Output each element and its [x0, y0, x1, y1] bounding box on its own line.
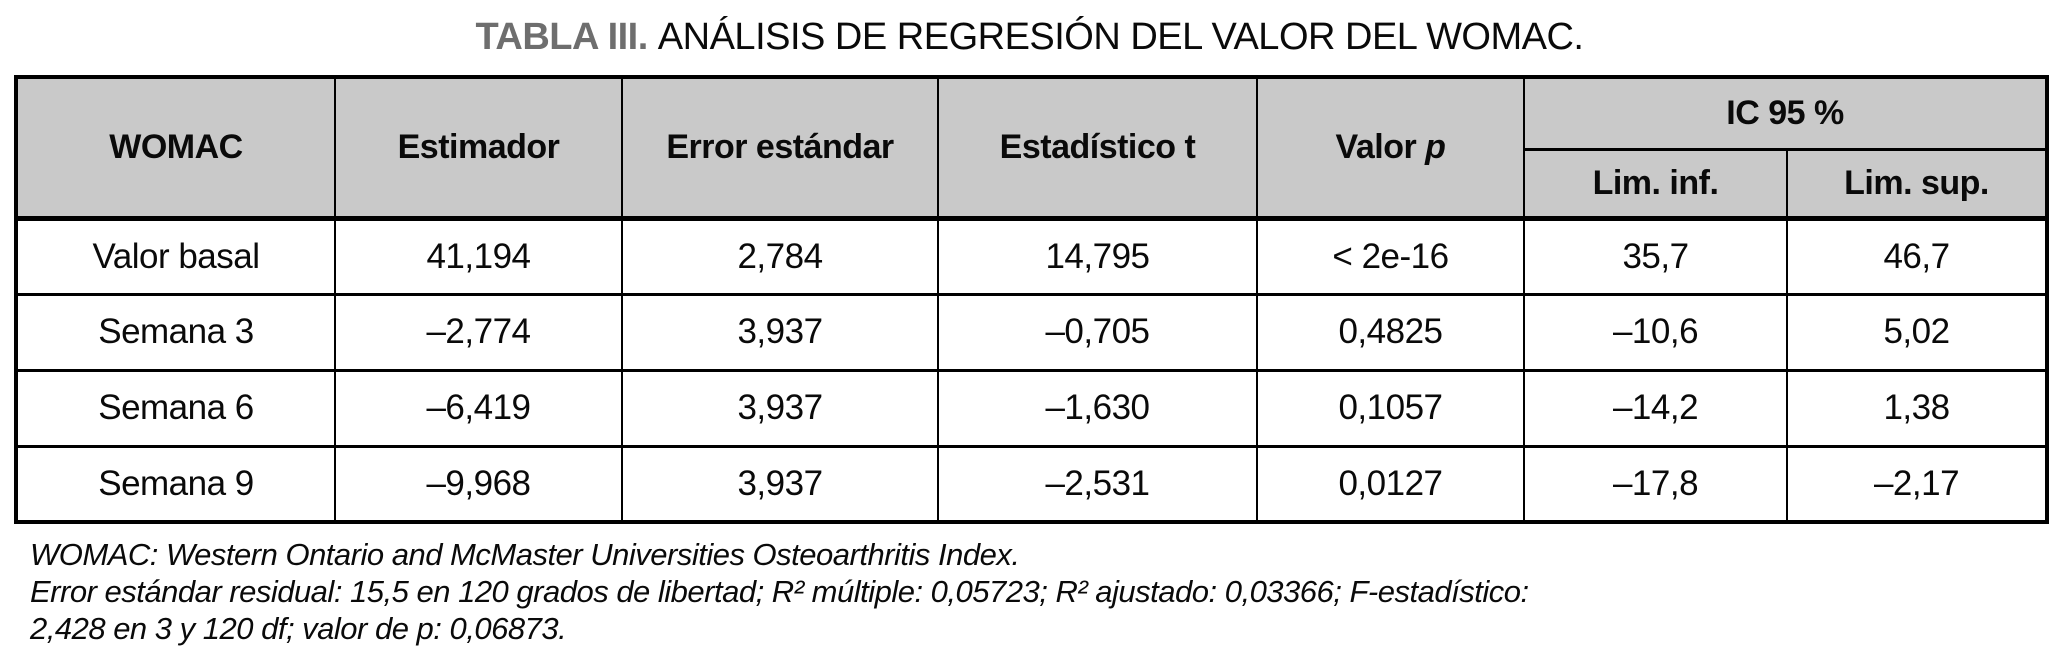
header-row-top: WOMAC Estimador Error estándar Estadísti…: [15, 76, 2049, 219]
cell-error-estandar: 3,937: [621, 444, 939, 524]
cell-estadistico-t: –2,531: [937, 444, 1258, 524]
table-footnotes: WOMAC: Western Ontario and McMaster Univ…: [30, 536, 2059, 647]
cell-estadistico-t: –0,705: [937, 292, 1258, 372]
col-header-womac: WOMAC: [15, 76, 336, 219]
table-title-label: TABLA III.: [475, 16, 648, 58]
table-row-valor-basal: Valor basal 41,194 2,784 14,795 < 2e-16 …: [15, 215, 2049, 296]
footnote-model-stats-line2: 2,428 en 3 y 120 df; valor de p: 0,06873…: [30, 611, 567, 646]
col-header-valor-p: Valor p: [1256, 76, 1525, 219]
col-header-estadistico-t: Estadístico t: [937, 76, 1258, 219]
col-header-lim-sup: Lim. sup.: [1785, 148, 2049, 219]
cell-estimador: –6,419: [334, 368, 623, 448]
table-row-semana-9: Semana 9 –9,968 3,937 –2,531 0,0127 –17,…: [15, 444, 2049, 524]
cell-error-estandar: 3,937: [621, 368, 939, 448]
cell-valor-p: < 2e-16: [1256, 215, 1525, 296]
cell-lim-inf: –17,8: [1523, 444, 1788, 524]
cell-lim-inf: 35,7: [1523, 215, 1788, 296]
cell-lim-sup: 5,02: [1785, 292, 2049, 372]
valor-p-prefix: Valor: [1335, 127, 1426, 166]
cell-estimador: –9,968: [334, 444, 623, 524]
valor-p-symbol: p: [1425, 127, 1446, 166]
cell-lim-inf: –14,2: [1523, 368, 1788, 448]
col-header-estimador: Estimador: [334, 76, 623, 219]
table-title-text: ANÁLISIS DE REGRESIÓN DEL VALOR DEL WOMA…: [657, 16, 1584, 58]
cell-row-label: Semana 6: [15, 368, 336, 448]
table-row-semana-6: Semana 6 –6,419 3,937 –1,630 0,1057 –14,…: [15, 368, 2049, 448]
cell-valor-p: 0,4825: [1256, 292, 1525, 372]
cell-lim-sup: 46,7: [1785, 215, 2049, 296]
header-row-sub: Lim. inf. Lim. sup.: [16, 148, 2049, 219]
footnote-womac-definition: WOMAC: Western Ontario and McMaster Univ…: [30, 537, 1020, 572]
cell-row-label: Semana 9: [15, 444, 336, 524]
cell-lim-sup: 1,38: [1785, 368, 2049, 448]
cell-lim-inf: –10,6: [1523, 292, 1788, 372]
cell-row-label: Valor basal: [15, 215, 336, 296]
cell-error-estandar: 3,937: [621, 292, 939, 372]
cell-estadistico-t: –1,630: [937, 368, 1258, 448]
cell-estimador: 41,194: [334, 215, 623, 296]
cell-row-label: Semana 3: [15, 292, 336, 372]
regression-table: WOMAC Estimador Error estándar Estadísti…: [14, 75, 2050, 524]
table-title: TABLA III. ANÁLISIS DE REGRESIÓN DEL VALO…: [0, 14, 2059, 60]
footnote-model-stats-line1: Error estándar residual: 15,5 en 120 gra…: [30, 574, 1529, 609]
cell-estimador: –2,774: [334, 292, 623, 372]
col-header-error-estandar: Error estándar: [621, 76, 939, 219]
cell-valor-p: 0,0127: [1256, 444, 1525, 524]
cell-lim-sup: –2,17: [1785, 444, 2049, 524]
cell-estadistico-t: 14,795: [937, 215, 1258, 296]
cell-valor-p: 0,1057: [1256, 368, 1525, 448]
table-row-semana-3: Semana 3 –2,774 3,937 –0,705 0,4825 –10,…: [15, 292, 2049, 372]
col-header-ic95: IC 95 %: [1522, 76, 2049, 151]
cell-error-estandar: 2,784: [621, 215, 939, 296]
col-header-lim-inf: Lim. inf.: [1523, 148, 1788, 219]
